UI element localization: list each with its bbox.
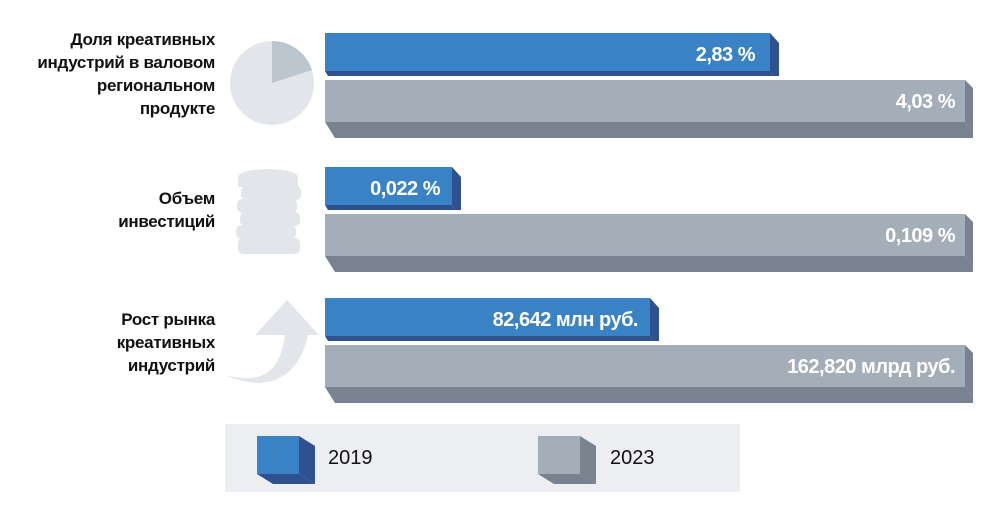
bar-2019-investment	[325, 167, 452, 205]
bar-group-investment	[325, 167, 973, 272]
bar-2023-side	[965, 345, 973, 397]
bar-2019-gdp	[325, 33, 770, 71]
bar-2019-side	[770, 33, 779, 76]
legend-label-2019: 2019	[328, 447, 373, 469]
category-line: индустрий	[127, 356, 215, 375]
bar-2019-side	[452, 167, 461, 210]
category-line: инвестиций	[118, 212, 215, 231]
category-label-market-growth: Рост рынка креативных индустрий	[116, 308, 216, 377]
bar-2023-investment	[325, 214, 965, 256]
cube-face	[257, 436, 299, 474]
bar-label-2019-investment: 0,022 %	[370, 178, 440, 200]
bar-label-2019-market: 82,642 млн руб.	[492, 309, 639, 331]
pie-icon	[230, 40, 314, 125]
bar-2019-side	[650, 298, 659, 341]
cube-bottom	[538, 474, 596, 484]
cube-side	[299, 436, 315, 484]
category-line: Объем	[158, 189, 216, 208]
bar-2023-side	[965, 80, 973, 132]
bar-label-2019-gdp: 2,83 %	[695, 44, 756, 66]
bar-label-2023-investment: 0,109 %	[885, 225, 955, 247]
bar-2023-shade	[325, 256, 973, 272]
category-line: Рост рынка	[121, 310, 215, 329]
bar-group-market	[325, 298, 973, 403]
bar-2019-market	[325, 298, 650, 336]
category-label-gdp-share: Доля креативных индустрий в валовом реги…	[37, 28, 215, 120]
bar-group-gdp	[325, 33, 973, 138]
legend-swatch-2019	[257, 436, 315, 484]
bar-2019-shade	[325, 71, 773, 76]
cube-side	[580, 436, 596, 484]
bar-2023-shade	[325, 122, 973, 138]
category-line: продукте	[139, 99, 215, 118]
bar-label-2023-market: 162,820 млрд руб.	[787, 356, 955, 378]
bar-2023-market	[325, 345, 965, 387]
bar-label-2023-gdp: 4,03 %	[895, 91, 956, 113]
bar-2023-shade	[325, 387, 973, 403]
category-line: региональном	[96, 76, 215, 95]
bar-2019-shade	[325, 336, 653, 341]
growth-arrow-icon	[225, 300, 319, 383]
bar-2019-shade	[325, 205, 455, 210]
legend-swatch-2023	[538, 436, 596, 484]
category-label-investment: Объем инвестиций	[118, 187, 215, 233]
bar-2023-gdp	[325, 80, 965, 122]
coins-icon	[236, 169, 301, 254]
cube-face	[538, 436, 580, 474]
category-line: креативных	[116, 333, 216, 352]
legend-label-2023: 2023	[610, 447, 655, 469]
category-line: индустрий в валовом	[37, 53, 215, 72]
cube-bottom	[257, 474, 315, 484]
bar-2023-side	[965, 214, 973, 266]
category-line: Доля креативных	[70, 30, 216, 49]
